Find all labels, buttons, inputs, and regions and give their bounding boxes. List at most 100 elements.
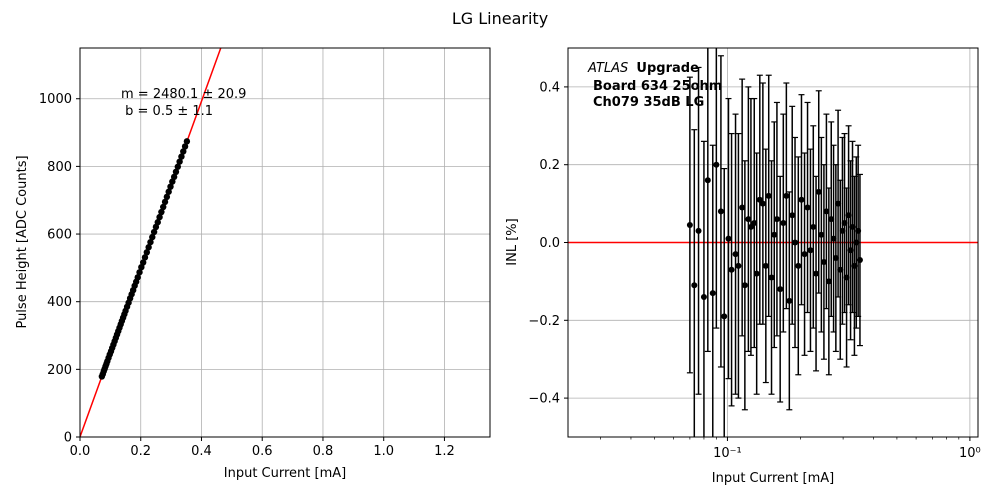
- right-y-tick-label: −0.4: [528, 392, 560, 407]
- fit-slope-annotation: m = 2480.1 ± 20.9: [121, 87, 246, 102]
- left-x-tick-label: 0.6: [252, 444, 273, 459]
- channel-label: Ch079 35dB LG: [593, 95, 704, 110]
- data-point: [143, 249, 151, 256]
- inl-point: [704, 177, 711, 184]
- left-x-tick-label: 0.8: [313, 444, 334, 459]
- inl-point: [825, 278, 832, 285]
- inl-point: [795, 262, 802, 269]
- inl-point: [830, 235, 837, 242]
- inl-point: [732, 251, 739, 258]
- inl-point: [820, 258, 827, 265]
- right-x-tick-label: 10⁻¹: [713, 446, 742, 461]
- inl-point: [700, 293, 707, 300]
- board-label: Board 634 25ohm: [593, 79, 722, 94]
- right-y-tick-label: 0.4: [539, 80, 560, 95]
- inl-point: [818, 231, 825, 238]
- inl-point: [762, 262, 769, 269]
- inl-point: [709, 290, 716, 297]
- inl-point: [771, 231, 778, 238]
- right-x-axis-label: Input Current [mA]: [712, 471, 834, 486]
- left-x-axis-label: Input Current [mA]: [224, 466, 346, 481]
- data-point: [141, 254, 149, 261]
- left-y-tick-label: 400: [47, 295, 72, 310]
- right-x-tick-label: 10⁰: [959, 446, 981, 461]
- inl-point: [804, 204, 811, 211]
- inl-point: [835, 200, 842, 207]
- inl-point: [780, 220, 787, 227]
- inl-point: [815, 188, 822, 195]
- left-x-tick-label: 0.0: [70, 444, 91, 459]
- right-y-tick-label: −0.2: [528, 314, 560, 329]
- right-y-tick-label: 0.0: [539, 236, 560, 251]
- inl-point: [856, 257, 863, 264]
- inl-point: [753, 270, 760, 277]
- inl-data-points: [686, 161, 863, 320]
- data-point: [136, 269, 143, 276]
- inl-point: [783, 192, 790, 199]
- figure-title: LG Linearity: [452, 9, 548, 28]
- data-point: [178, 153, 185, 160]
- left-y-tick-label: 600: [47, 228, 72, 243]
- inl-point: [728, 266, 735, 273]
- inl-point: [832, 255, 839, 262]
- left-y-axis-label: Pulse Height [ADC Counts]: [15, 155, 30, 328]
- inl-point: [851, 262, 858, 269]
- left-y-tick-label: 1000: [39, 92, 72, 107]
- inl-point: [735, 262, 742, 269]
- inl-point: [853, 239, 860, 246]
- data-point: [150, 228, 158, 236]
- inl-point: [847, 247, 854, 254]
- left-y-tick-label: 200: [47, 363, 72, 378]
- data-point: [139, 259, 147, 266]
- left-plot-frame: [79, 47, 491, 438]
- data-point: [156, 213, 163, 221]
- atlas-label: ATLAS: [587, 61, 628, 76]
- inl-point: [798, 196, 805, 203]
- inl-point: [801, 251, 808, 258]
- inl-point: [849, 223, 856, 230]
- data-point: [183, 138, 191, 145]
- left-y-ticks: 0 200 400 600 800 1000: [39, 92, 80, 446]
- inl-point: [739, 204, 746, 211]
- right-y-tick-label: 0.2: [539, 158, 560, 173]
- left-x-tick-label: 1.2: [434, 444, 455, 459]
- inl-point: [747, 223, 754, 230]
- data-point: [134, 274, 141, 281]
- inl-point: [721, 313, 728, 320]
- data-point: [154, 219, 161, 226]
- inl-point: [839, 227, 846, 234]
- inl-point: [686, 221, 693, 228]
- fit-intercept-annotation: b = 0.5 ± 1.1: [121, 104, 213, 119]
- inl-point: [717, 208, 724, 215]
- inl-point: [777, 286, 784, 293]
- inl-point: [741, 282, 748, 289]
- left-x-ticks: 0.0 0.2 0.4 0.6 0.8 1.0 1.2: [70, 437, 455, 459]
- inl-point: [841, 220, 848, 227]
- data-point: [167, 183, 174, 190]
- inl-point: [810, 223, 817, 230]
- left-data-points: [98, 138, 191, 380]
- inl-point: [843, 274, 850, 281]
- inl-point: [751, 220, 758, 227]
- inl-point: [807, 247, 814, 254]
- inl-point: [725, 235, 732, 242]
- inl-point: [768, 274, 775, 281]
- right-x-ticks: 10⁻¹ 10⁰: [600, 437, 981, 461]
- data-point: [163, 193, 171, 201]
- data-point: [147, 238, 154, 246]
- left-x-tick-label: 1.0: [373, 444, 394, 459]
- data-point: [158, 208, 165, 216]
- left-y-tick-label: 800: [47, 160, 72, 175]
- data-point: [176, 158, 183, 165]
- data-point: [170, 173, 178, 181]
- inl-point: [695, 227, 702, 234]
- inl-point: [855, 227, 862, 234]
- right-chart: 10⁻¹ 10⁰ −0.4 −0.2 0.0 0.2 0.4 Input Current …: [505, 47, 981, 486]
- inl-point: [813, 270, 820, 277]
- upgrade-label: Upgrade: [636, 61, 699, 76]
- left-y-tick-label: 0: [64, 431, 72, 446]
- inl-point: [823, 208, 830, 215]
- left-x-tick-label: 0.4: [191, 444, 212, 459]
- inl-point: [759, 200, 766, 207]
